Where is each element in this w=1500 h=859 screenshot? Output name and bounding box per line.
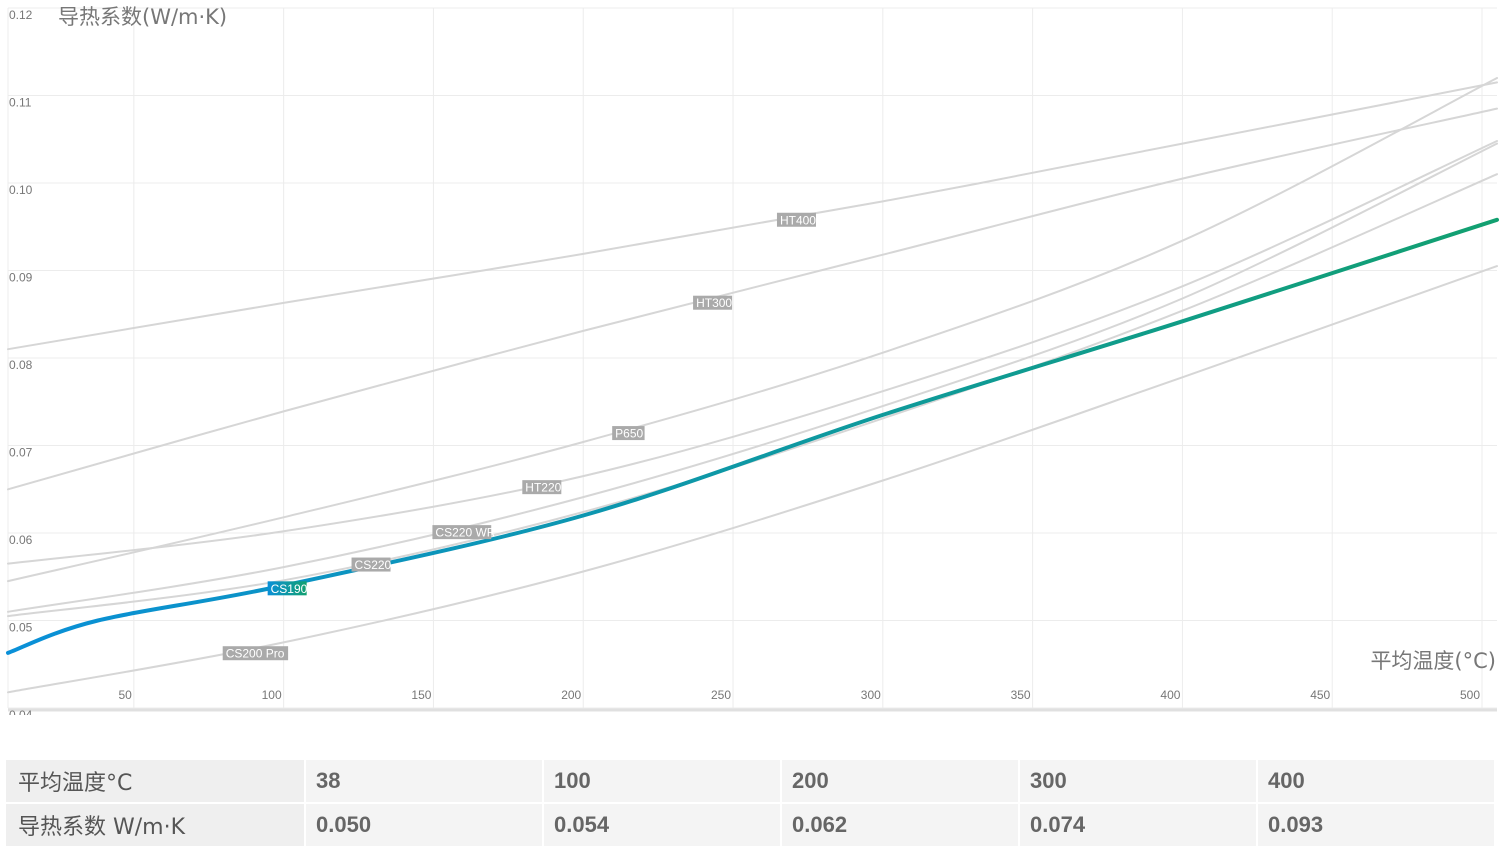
y-tick-label: 0.06 — [9, 533, 33, 547]
series-label-bg — [693, 295, 733, 310]
series-label-cs200-pro: CS200 Pro — [222, 646, 289, 661]
y-tick-label: 0.09 — [9, 271, 33, 285]
x-tick-label: 50 — [118, 688, 132, 702]
series-label-text: HT400 — [780, 213, 816, 227]
x-tick-label: 200 — [561, 688, 581, 702]
series-label-text: HT300 — [696, 296, 732, 310]
x-tick-label: 450 — [1310, 688, 1330, 702]
y-tick-label: 0.05 — [9, 621, 33, 635]
x-tick-label: 350 — [1011, 688, 1031, 702]
series-label-cs220: CS220 — [351, 557, 392, 572]
y-tick-label: 0.12 — [9, 8, 33, 22]
series-label-text: CS220 WR — [435, 526, 495, 540]
series-label-cs190: CS190 — [267, 581, 308, 596]
y-tick-label: 0.08 — [9, 358, 33, 372]
series-label-ht220: HT220 — [522, 480, 562, 495]
series-label-text: CS200 Pro — [226, 647, 285, 661]
x-tick-label: 150 — [411, 688, 431, 702]
series-label-text: CS220 — [355, 558, 392, 572]
series-label-text: HT220 — [525, 481, 561, 495]
x-tick-label: 250 — [711, 688, 731, 702]
series-line-ht300 — [7, 107, 1498, 491]
table-cell: 200 — [782, 760, 1018, 804]
y-tick-label: 0.10 — [9, 183, 33, 197]
table-header-temperature: 平均温度°C — [6, 760, 304, 804]
y-tick-label: 0.04 — [9, 708, 33, 715]
series-line-ht220 — [7, 140, 1498, 565]
table-cell: 0.062 — [782, 804, 1018, 848]
series-line-p650 — [7, 77, 1498, 583]
y-axis-title: 导热系数(W/m·K) — [58, 5, 227, 29]
series-line-cs220 — [7, 173, 1498, 618]
series-line-cs220-wr — [7, 142, 1498, 613]
series-line-cs190 — [6, 217, 1499, 655]
table-cell: 0.054 — [544, 804, 780, 848]
series-line-ht400 — [7, 81, 1498, 351]
y-axis-ticks: 0.04 0.05 0.06 0.07 0.08 0.09 0.10 0.11 0.12 — [9, 8, 33, 715]
table-header-conductivity: 导热系数 W/m·K — [6, 804, 304, 848]
y-tick-label: 0.11 — [9, 96, 32, 110]
conductivity-table: 平均温度°C 38 100 200 300 400 导热系数 W/m·K 0.0… — [4, 760, 1496, 848]
chart-grid — [7, 7, 1497, 712]
table-cell: 0.093 — [1258, 804, 1494, 848]
table-cell: 0.074 — [1020, 804, 1256, 848]
x-tick-label: 100 — [262, 688, 282, 702]
series-label-bg — [776, 212, 816, 227]
series-label-text: P650 — [615, 427, 643, 441]
series-label-ht300: HT300 — [693, 295, 733, 310]
table-cell: 0.050 — [306, 804, 542, 848]
x-tick-label: 300 — [861, 688, 881, 702]
series-curves — [6, 77, 1499, 694]
table-cell: 38 — [306, 760, 542, 804]
series-label-bg — [351, 557, 391, 572]
table-row-temperature: 平均温度°C 38 100 200 300 400 — [6, 760, 1494, 804]
table-row-conductivity: 导热系数 W/m·K 0.050 0.054 0.062 0.074 0.093 — [6, 804, 1494, 848]
series-label-bg — [432, 525, 492, 540]
series-label-p650: P650 — [612, 426, 645, 441]
series-line-cs200-pro — [7, 265, 1498, 694]
table-cell: 100 — [544, 760, 780, 804]
series-label-ht400: HT400 — [776, 212, 816, 227]
series-label-bg — [267, 581, 307, 596]
thermal-conductivity-chart: 0.04 0.05 0.06 0.07 0.08 0.09 0.10 0.11 0.12 50 1… — [6, 5, 1499, 715]
x-axis-ticks: 50 100 150 200 250 300 350 400 450 500 — [118, 688, 1480, 702]
series-label-cs220-wr: CS220 WR — [432, 525, 496, 540]
series-labels: HT400 HT300 P650 HT220 CS220 WR CS220 CS200 Pr… — [222, 212, 816, 661]
table-cell: 400 — [1258, 760, 1494, 804]
x-tick-label: 400 — [1160, 688, 1180, 702]
series-label-text: CS190 — [271, 582, 308, 596]
y-tick-label: 0.07 — [9, 446, 33, 460]
series-label-bg — [222, 646, 289, 661]
x-axis-title: 平均温度(°C) — [1370, 649, 1496, 673]
series-label-bg — [522, 480, 562, 495]
x-tick-label: 500 — [1460, 688, 1480, 702]
series-label-bg — [612, 426, 645, 441]
table-cell: 300 — [1020, 760, 1256, 804]
